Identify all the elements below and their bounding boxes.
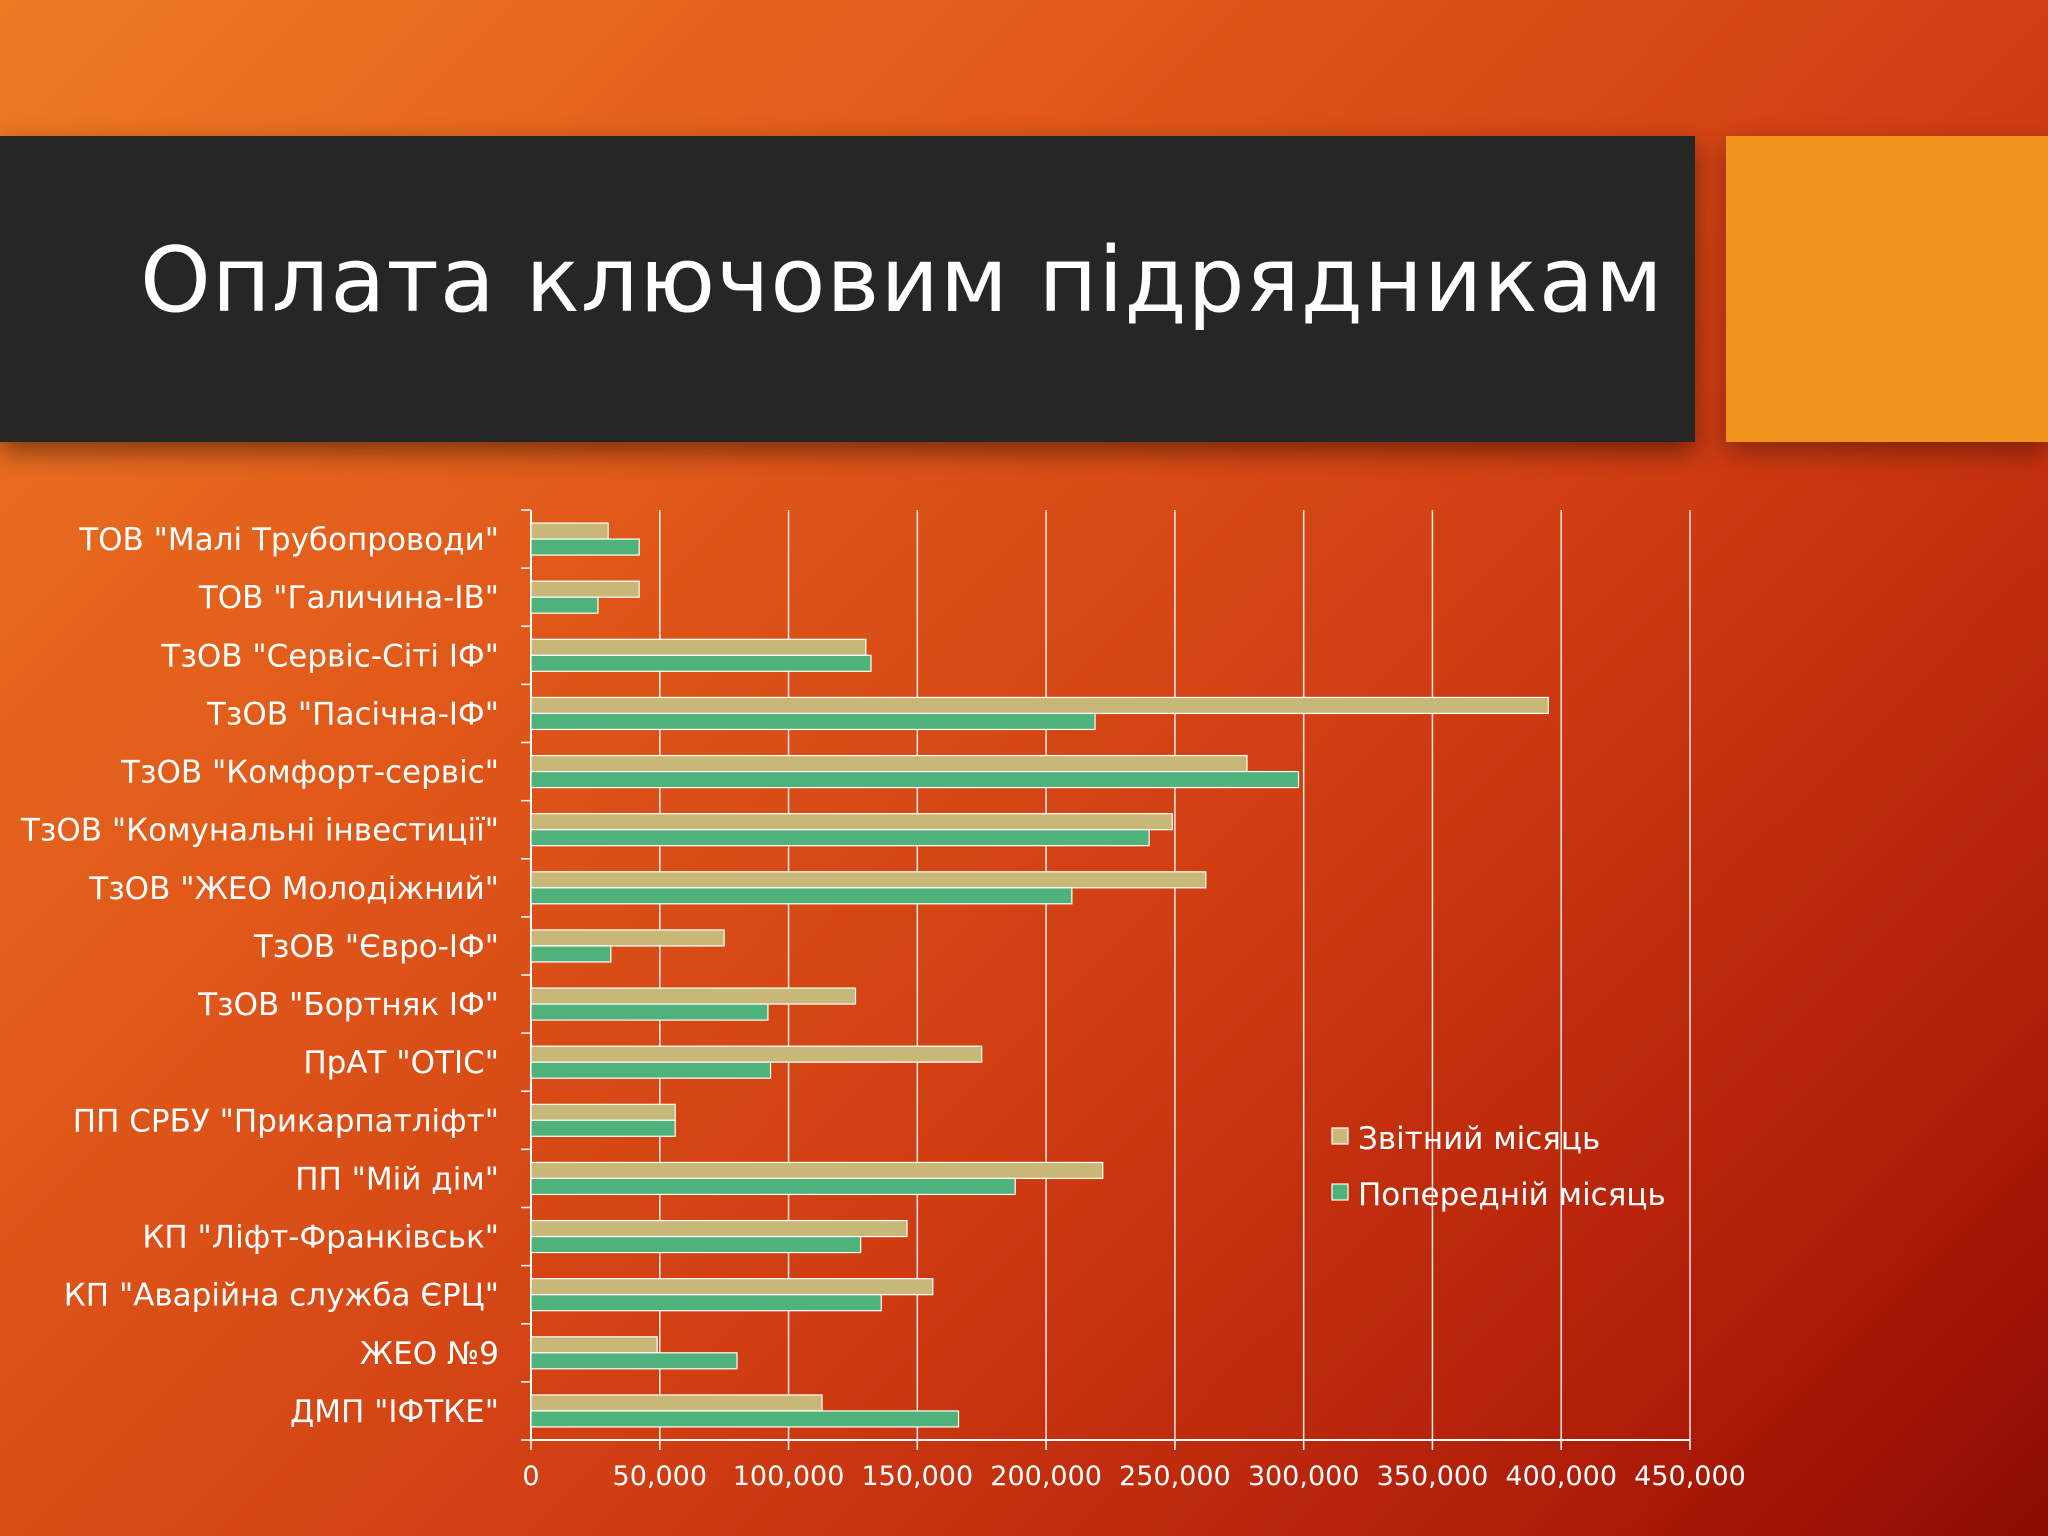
category-label: ТзОВ "Сервіс-Сіті ІФ": [160, 638, 499, 674]
bar-current-month: [530, 1161, 1104, 1180]
bar-current-month: [530, 1336, 658, 1354]
bar-current-month: [530, 929, 725, 947]
bar-previous-month: [530, 1352, 738, 1370]
bar-previous-month: [530, 596, 599, 614]
category-label: КП "Ліфт-Франківськ": [142, 1220, 499, 1256]
bar-current-month: [530, 1103, 676, 1121]
bar-current-month: [530, 1394, 823, 1412]
bar-previous-month: [530, 887, 1073, 905]
legend-swatch-current: [1331, 1127, 1349, 1145]
x-tick-label: 100,000: [733, 1461, 845, 1492]
x-tick-label: 150,000: [862, 1461, 974, 1492]
bar-previous-month: [530, 1061, 772, 1079]
category-label: ПрАТ "ОТІС": [303, 1045, 499, 1081]
bar-previous-month: [530, 712, 1096, 731]
slide-title: Оплата ключовим підрядникам: [140, 228, 1664, 333]
bar-previous-month: [530, 1410, 960, 1428]
category-label: ПП "Мій дім": [295, 1161, 499, 1197]
category-label: ДМП "ІФТКЕ": [290, 1394, 499, 1430]
category-label: ТОВ "Малі Трубопроводи": [78, 522, 499, 558]
x-tick-label: 50,000: [613, 1461, 707, 1492]
bar-current-month: [530, 754, 1248, 773]
legend-label-current: Звітний місяць: [1358, 1121, 1600, 1157]
bar-previous-month: [530, 829, 1150, 847]
bar-current-month: [530, 580, 640, 598]
bar-current-month: [530, 1045, 983, 1063]
legend-swatch-previous: [1331, 1183, 1349, 1201]
x-tick-label: 400,000: [1505, 1461, 1617, 1492]
accent-block: [1726, 136, 2048, 442]
category-label: ТзОВ "Бортняк ІФ": [197, 987, 499, 1023]
bar-previous-month: [530, 538, 640, 556]
bar-current-month: [530, 638, 867, 656]
bar-previous-month: [530, 945, 612, 963]
category-label: ПП СРБУ "Прикарпатліфт": [73, 1103, 499, 1139]
bar-previous-month: [530, 1177, 1016, 1196]
x-tick-label: 250,000: [1119, 1461, 1231, 1492]
bar-previous-month: [530, 1235, 862, 1254]
x-tick-label: 200,000: [990, 1461, 1102, 1492]
category-label: ЖЕО №9: [360, 1336, 499, 1372]
x-tick-label: 450,000: [1634, 1461, 1746, 1492]
bar-current-month: [530, 696, 1549, 715]
category-label: ТзОВ "Комфорт-сервіс": [120, 755, 499, 791]
bar-current-month: [530, 1278, 934, 1296]
bar-previous-month: [530, 654, 872, 672]
bar-previous-month: [530, 1294, 882, 1312]
bar-previous-month: [530, 1003, 769, 1021]
x-tick-label: 0: [522, 1461, 539, 1492]
bar-current-month: [530, 522, 609, 540]
bar-current-month: [530, 813, 1173, 831]
x-tick-label: 350,000: [1377, 1461, 1489, 1492]
category-label: КП "Аварійна служба ЄРЦ": [64, 1278, 499, 1314]
title-band: [0, 136, 1695, 442]
bar-previous-month: [530, 770, 1300, 789]
bar-current-month: [530, 987, 857, 1005]
category-label: ТзОВ "Комунальні інвестиції": [20, 813, 499, 849]
category-label: ТзОВ "Пасічна-ІФ": [206, 696, 499, 732]
x-tick-label: 300,000: [1248, 1461, 1360, 1492]
category-label: ТОВ "Галичина-ІВ": [198, 580, 499, 616]
category-label: ТзОВ "Євро-ІФ": [253, 929, 499, 965]
legend-label-previous: Попередній місяць: [1358, 1177, 1666, 1213]
bar-current-month: [530, 871, 1207, 889]
category-label: ТзОВ "ЖЕО Молодіжний": [88, 871, 499, 907]
bar-previous-month: [530, 1119, 676, 1137]
bar-current-month: [530, 1219, 908, 1238]
